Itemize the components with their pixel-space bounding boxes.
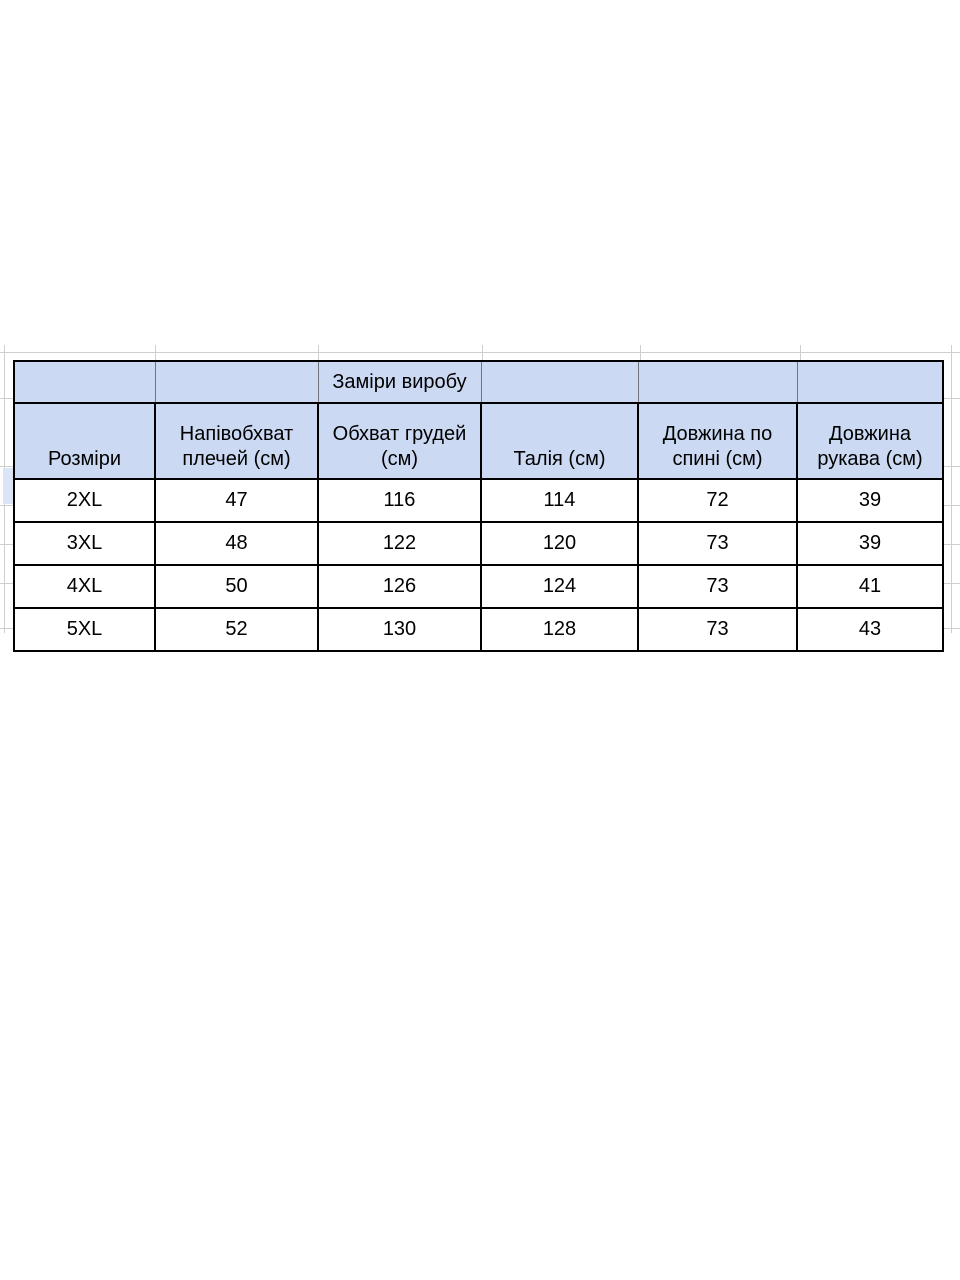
cell-back-length: 73 bbox=[637, 607, 798, 652]
table-row-2xl: 2XL 47 116 114 72 39 bbox=[13, 478, 944, 523]
cell-back-length: 73 bbox=[637, 564, 798, 609]
title-spacer-cell bbox=[13, 360, 156, 404]
table-header-row: Розміри Напівобхват плечей (см) Обхват г… bbox=[13, 402, 944, 480]
table-title: Заміри виробу bbox=[317, 360, 482, 404]
cell-back-length: 72 bbox=[637, 478, 798, 523]
cell-shoulder: 52 bbox=[154, 607, 319, 652]
cell-size: 3XL bbox=[13, 521, 156, 566]
cell-chest: 122 bbox=[317, 521, 482, 566]
table-title-row: Заміри виробу bbox=[13, 360, 944, 404]
table-row-4xl: 4XL 50 126 124 73 41 bbox=[13, 564, 944, 609]
cell-back-length: 73 bbox=[637, 521, 798, 566]
col-header-waist: Талія (см) bbox=[480, 402, 639, 480]
cell-sleeve-length: 39 bbox=[796, 521, 944, 566]
cell-chest: 130 bbox=[317, 607, 482, 652]
cell-size: 5XL bbox=[13, 607, 156, 652]
table-row-5xl: 5XL 52 130 128 73 43 bbox=[13, 607, 944, 652]
col-header-sleeve-length: Довжина рукава (см) bbox=[796, 402, 944, 480]
col-header-chest: Обхват грудей (см) bbox=[317, 402, 482, 480]
title-spacer-cell bbox=[154, 360, 319, 404]
gridline-col-right bbox=[951, 345, 952, 633]
cell-chest: 126 bbox=[317, 564, 482, 609]
cell-sleeve-length: 41 bbox=[796, 564, 944, 609]
title-spacer-cell bbox=[480, 360, 639, 404]
cell-shoulder: 50 bbox=[154, 564, 319, 609]
cell-shoulder: 48 bbox=[154, 521, 319, 566]
cell-waist: 114 bbox=[480, 478, 639, 523]
cell-waist: 120 bbox=[480, 521, 639, 566]
cell-shoulder: 47 bbox=[154, 478, 319, 523]
cell-waist: 124 bbox=[480, 564, 639, 609]
cell-waist: 128 bbox=[480, 607, 639, 652]
title-spacer-cell bbox=[637, 360, 798, 404]
size-chart-table: Заміри виробу Розміри Напівобхват плечей… bbox=[13, 360, 944, 652]
cell-size: 2XL bbox=[13, 478, 156, 523]
cell-chest: 116 bbox=[317, 478, 482, 523]
col-header-shoulder: Напівобхват плечей (см) bbox=[154, 402, 319, 480]
cell-sleeve-length: 39 bbox=[796, 478, 944, 523]
gridline-row-above bbox=[0, 352, 960, 353]
cell-sleeve-length: 43 bbox=[796, 607, 944, 652]
title-spacer-cell bbox=[796, 360, 944, 404]
col-header-sizes: Розміри bbox=[13, 402, 156, 480]
cell-size: 4XL bbox=[13, 564, 156, 609]
row-header-strip bbox=[3, 468, 14, 504]
table-row-3xl: 3XL 48 122 120 73 39 bbox=[13, 521, 944, 566]
col-header-back-length: Довжина по спині (см) bbox=[637, 402, 798, 480]
